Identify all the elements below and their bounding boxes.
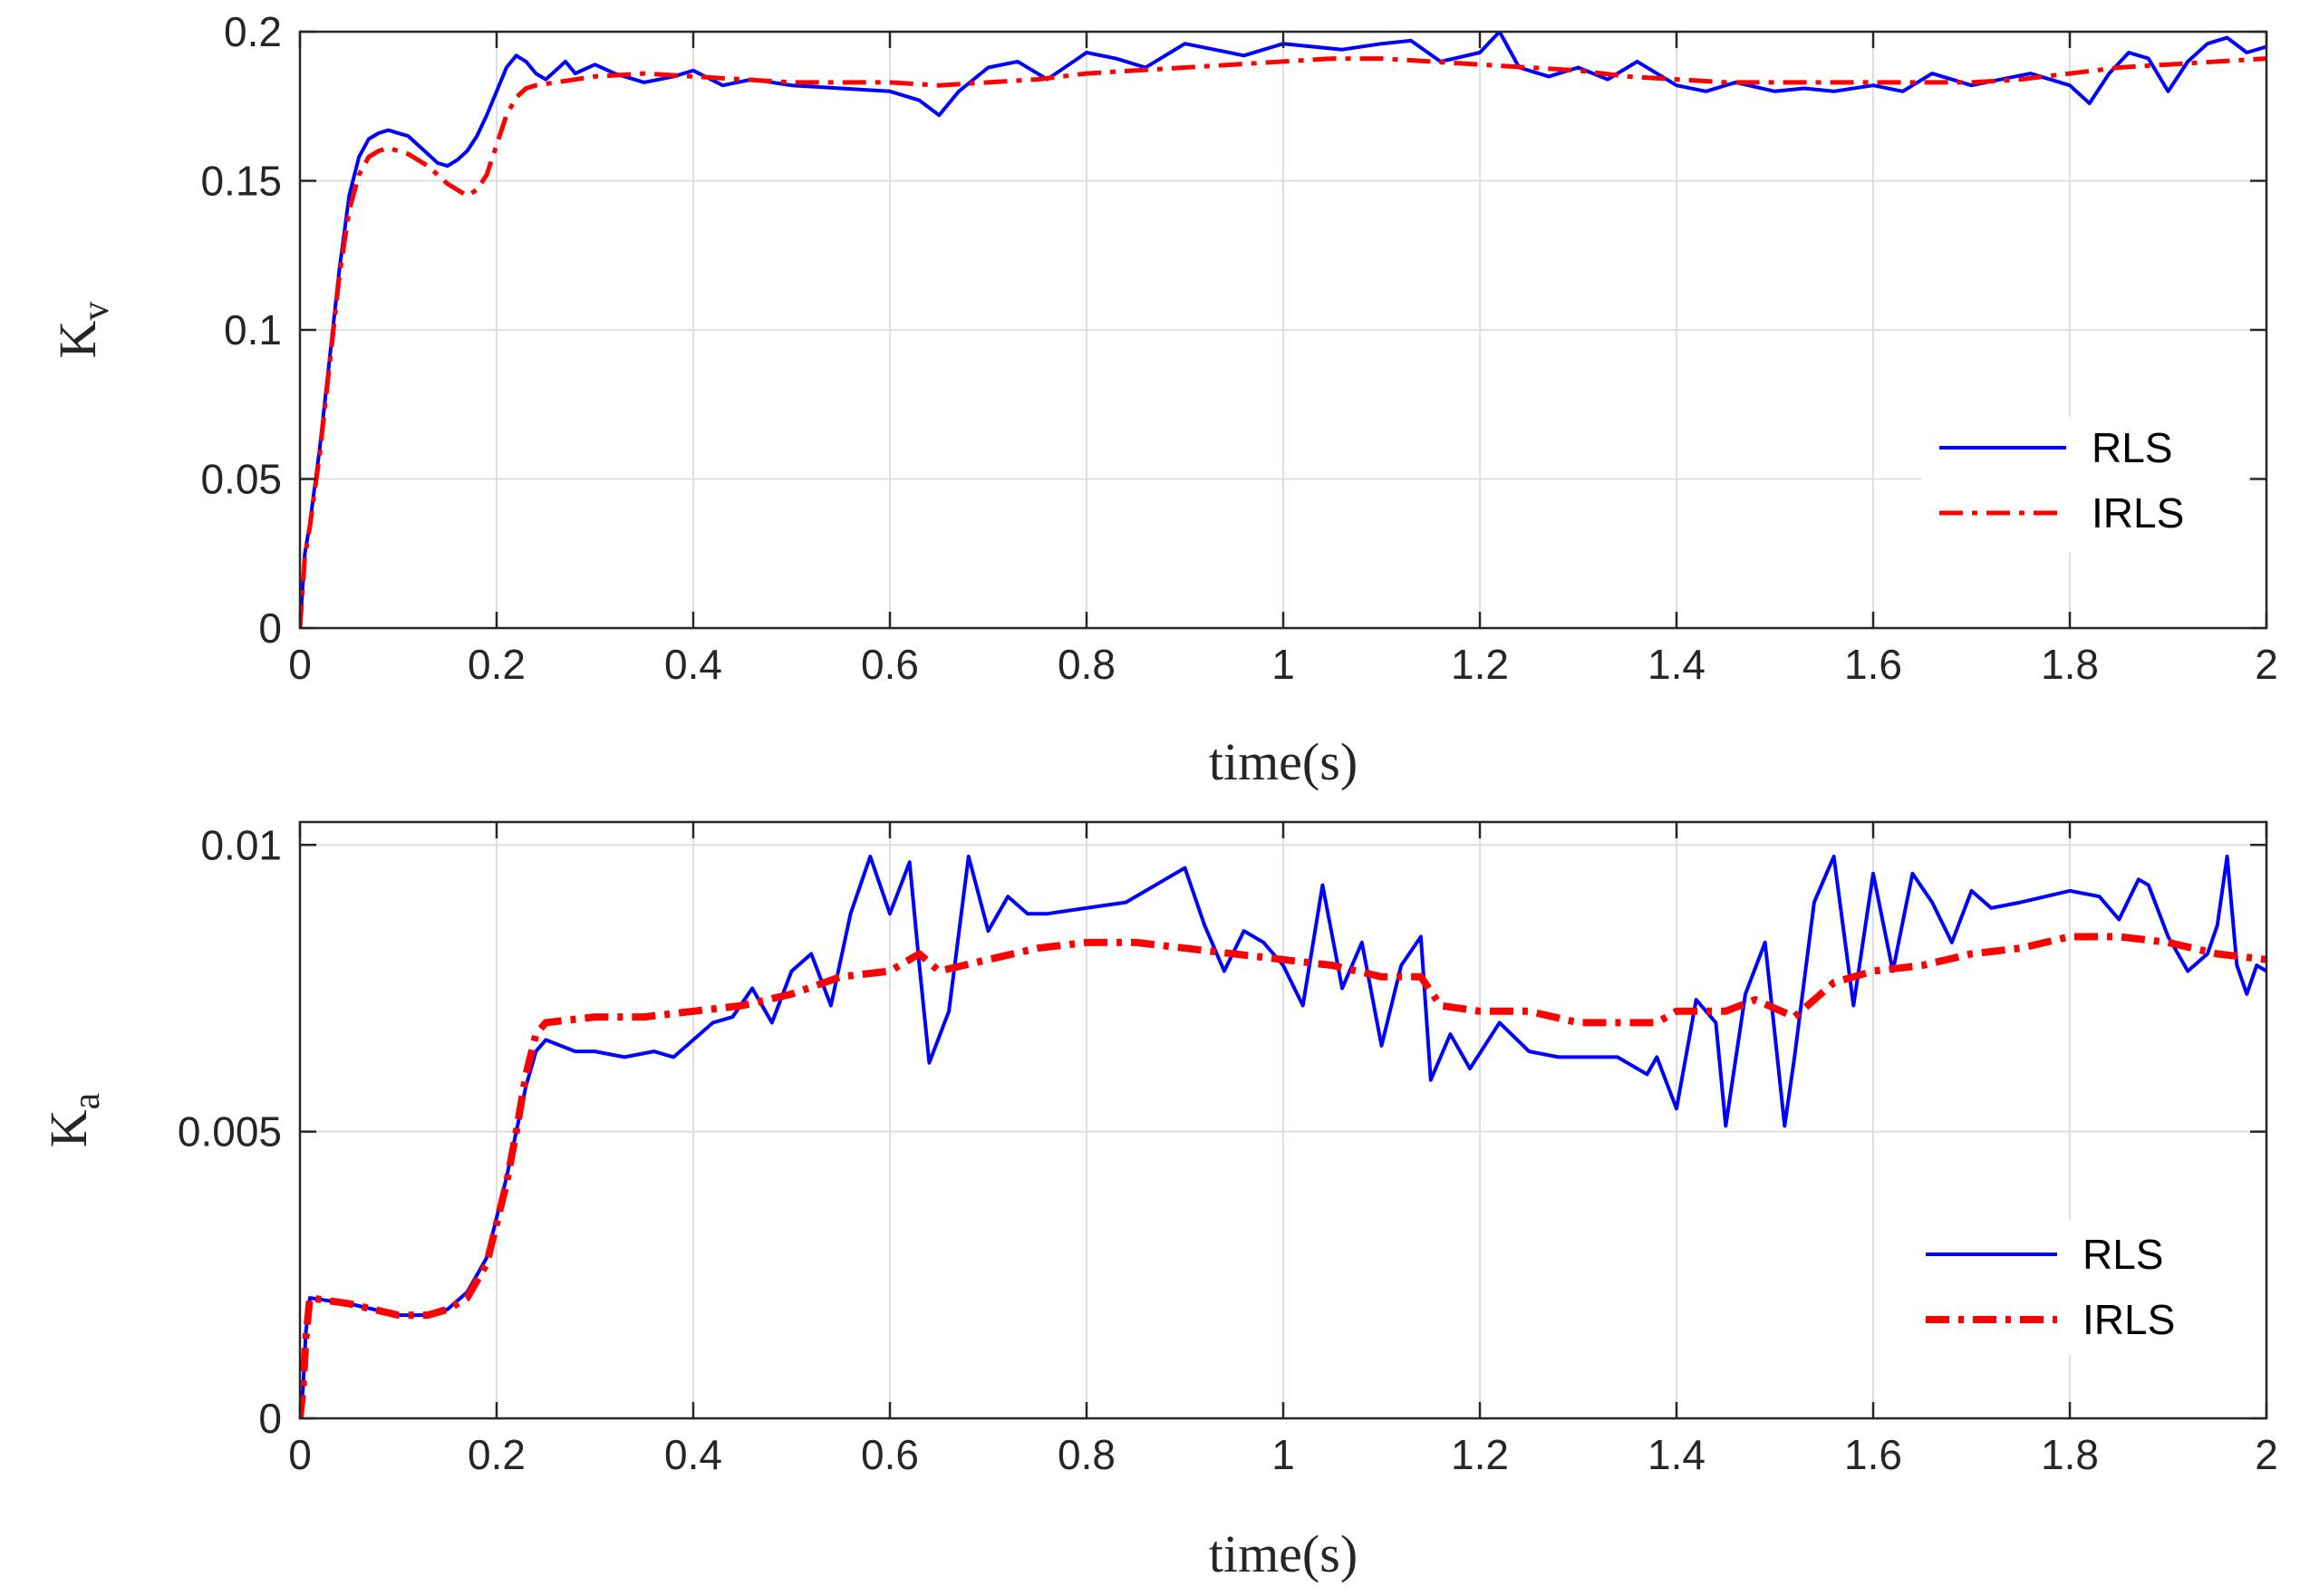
ka-x-axis-label: time(s) xyxy=(1209,1524,1358,1583)
kv-x-tick-label: 0.4 xyxy=(664,641,722,688)
ka-yticks: 0 0.005 0.01 xyxy=(178,821,2266,1442)
kv-x-tick-label: 1.8 xyxy=(2041,641,2099,688)
chart-ka: 0 0.2 0.4 0.6 0.8 1 1.2 1.4 1.6 1.8 2 0 0.005 0.01 t… xyxy=(39,820,2278,1583)
kv-y-tick-label: 0.1 xyxy=(224,306,282,353)
chart-kv: 0 0.2 0.4 0.6 0.8 1 1.2 1.4 1.6 1.8 2 0 0.05 0.1 0.15… xyxy=(48,8,2278,791)
ka-y-axis-label: Ka xyxy=(39,1092,108,1147)
kv-legend-irls-label: IRLS xyxy=(2092,489,2184,537)
kv-x-tick-label: 1.2 xyxy=(1451,641,1509,688)
ka-x-tick-label: 1.8 xyxy=(2041,1431,2099,1478)
ka-legend: RLS IRLS xyxy=(1912,1219,2247,1355)
ka-x-tick-label: 1.4 xyxy=(1648,1431,1706,1478)
kv-y-tick-label: 0.2 xyxy=(224,8,282,55)
kv-y-axis-label-main: K xyxy=(48,320,107,358)
kv-legend-rls-label: RLS xyxy=(2092,424,2172,471)
ka-x-tick-label: 0 xyxy=(288,1431,312,1478)
ka-series-irls-line xyxy=(300,933,2266,1418)
kv-x-tick-label: 0 xyxy=(288,641,312,688)
ka-x-tick-label: 0.4 xyxy=(664,1431,722,1478)
ka-x-tick-label: 1.6 xyxy=(1844,1431,1902,1478)
ka-x-tick-label: 0.8 xyxy=(1058,1431,1116,1478)
kv-series xyxy=(300,32,2266,628)
kv-x-tick-label: 2 xyxy=(2255,641,2278,688)
ka-x-tick-label: 2 xyxy=(2255,1431,2278,1478)
kv-series-rls-line xyxy=(300,32,2266,628)
kv-yticks: 0 0.05 0.1 0.15 0.2 xyxy=(200,8,2266,652)
ka-legend-irls-label: IRLS xyxy=(2083,1296,2175,1343)
ka-series-rls-line xyxy=(300,855,2266,1418)
ka-y-axis-label-sub: a xyxy=(66,1092,108,1109)
kv-x-tick-label: 0.6 xyxy=(861,641,919,688)
ka-xticks: 0 0.2 0.4 0.6 0.8 1 1.2 1.4 1.6 1.8 2 xyxy=(288,822,2278,1478)
kv-y-axis-label-sub: v xyxy=(75,302,117,321)
kv-legend-box xyxy=(1921,417,2247,553)
ka-y-tick-label: 0 xyxy=(258,1395,282,1442)
kv-x-tick-label: 1 xyxy=(1271,641,1295,688)
ka-x-tick-label: 0.6 xyxy=(861,1431,919,1478)
kv-xticks: 0 0.2 0.4 0.6 0.8 1 1.2 1.4 1.6 1.8 2 xyxy=(288,32,2278,688)
kv-x-tick-label: 0.2 xyxy=(468,641,526,688)
ka-x-tick-label: 1 xyxy=(1271,1431,1295,1478)
kv-y-tick-label: 0.05 xyxy=(200,456,282,503)
kv-y-tick-label: 0 xyxy=(258,605,282,652)
kv-x-tick-label: 1.4 xyxy=(1648,641,1706,688)
kv-y-tick-label: 0.15 xyxy=(200,158,282,205)
kv-x-axis-label: time(s) xyxy=(1209,732,1358,791)
ka-series xyxy=(300,855,2266,1418)
ka-y-tick-label: 0.005 xyxy=(178,1108,282,1156)
ka-y-tick-label: 0.01 xyxy=(200,821,282,868)
ka-x-tick-label: 0.2 xyxy=(468,1431,526,1478)
kv-y-axis-label: Kv xyxy=(48,302,117,359)
kv-x-tick-label: 1.6 xyxy=(1844,641,1902,688)
ka-x-tick-label: 1.2 xyxy=(1451,1431,1509,1478)
kv-legend: RLS IRLS xyxy=(1921,417,2247,553)
ka-y-axis-label-main: K xyxy=(39,1109,98,1147)
ka-legend-rls-label: RLS xyxy=(2083,1231,2163,1278)
ka-legend-box xyxy=(1912,1219,2247,1355)
kv-series-irls-line xyxy=(300,56,2266,628)
kv-x-tick-label: 0.8 xyxy=(1058,641,1116,688)
